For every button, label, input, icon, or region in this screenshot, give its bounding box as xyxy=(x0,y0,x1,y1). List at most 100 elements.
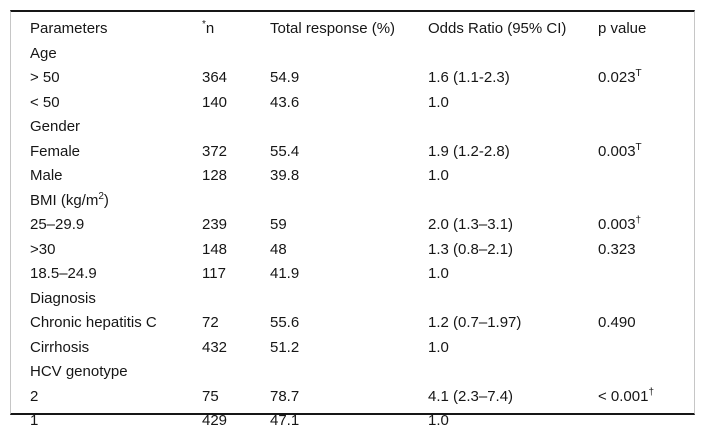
cell-odds-ratio: 1.0 xyxy=(428,338,449,356)
table-row: >30 148 48 1.3 (0.8–2.1) 0.323 xyxy=(30,238,694,263)
cell-odds-ratio xyxy=(428,360,598,385)
cell-odds-ratio: 2.0 (1.3–3.1) xyxy=(428,216,514,233)
table-row: 18.5–24.9 117 41.9 1.0 xyxy=(30,262,694,287)
cell-odds-ratio: 1.3 (0.8–2.1) xyxy=(428,240,514,258)
cell-p-value xyxy=(598,262,694,287)
column-header-n: *n xyxy=(202,19,215,38)
cell-total-response: 41.9 xyxy=(270,265,300,282)
cell-total-response: 48 xyxy=(270,240,287,258)
cell-total-response xyxy=(270,42,428,67)
table-row: 25–29.9 239 59 2.0 (1.3–3.1) 0.003† xyxy=(30,213,694,238)
cell-odds-ratio xyxy=(428,42,598,67)
cell-n: 128 xyxy=(202,167,228,184)
cell-parameter: Cirrhosis xyxy=(30,338,90,356)
cell-odds-ratio: 1.0 xyxy=(428,265,449,282)
section-row: Gender xyxy=(30,115,694,140)
cell-parameter: 18.5–24.9 xyxy=(30,265,97,282)
table-row: Chronic hepatitis C 72 55.6 1.2 (0.7–1.97) 0… xyxy=(30,311,694,336)
cell-n xyxy=(202,115,270,140)
cell-parameter: 1 xyxy=(30,412,39,429)
cell-total-response: 54.9 xyxy=(270,69,300,86)
cell-parameter: Gender xyxy=(30,118,81,135)
section-row: Diagnosis xyxy=(30,287,694,312)
table-row: > 50 364 54.9 1.6 (1.1-2.3) 0.023T xyxy=(30,66,694,91)
cell-total-response: 78.7 xyxy=(270,387,300,405)
cell-n: 372 xyxy=(202,142,228,160)
table-body: Age > 50 364 54.9 1.6 (1.1-2.3) 0.023T < 50 140… xyxy=(30,42,694,434)
superscript: T xyxy=(635,141,642,153)
cell-p-value xyxy=(598,189,694,214)
cell-n: 117 xyxy=(202,265,226,282)
cell-p-value xyxy=(598,91,694,116)
cell-n: 148 xyxy=(202,240,228,258)
cell-parameter: >30 xyxy=(30,240,56,258)
cell-odds-ratio: 4.1 (2.3–7.4) xyxy=(428,387,514,405)
cell-parameter: Age xyxy=(30,44,57,62)
cell-odds-ratio: 1.2 (0.7–1.97) xyxy=(428,314,522,331)
table-row: Male 128 39.8 1.0 xyxy=(30,164,694,189)
cell-n xyxy=(202,42,270,67)
superscript: † xyxy=(635,215,642,226)
cell-p-value: 0.490 xyxy=(598,314,636,331)
cell-p-value: 0.323 xyxy=(598,240,636,258)
cell-parameter: Female xyxy=(30,142,81,160)
cell-n: 432 xyxy=(202,338,228,356)
cell-p-value xyxy=(598,115,694,140)
table-header-row: Parameters *n Total response (%) Odds Ra… xyxy=(30,17,694,42)
cell-p-value: 0.003† xyxy=(598,215,642,234)
cell-p-value xyxy=(598,164,694,189)
cell-odds-ratio xyxy=(428,115,598,140)
cell-parameter: > 50 xyxy=(30,69,60,86)
cell-total-response xyxy=(270,360,428,385)
cell-n: 140 xyxy=(202,93,228,111)
table-row: < 50 140 43.6 1.0 xyxy=(30,91,694,116)
table-row: 1 429 47.1 1.0 xyxy=(30,409,694,434)
cell-p-value xyxy=(598,409,694,434)
cell-p-value xyxy=(598,360,694,385)
cell-odds-ratio: 1.0 xyxy=(428,412,449,429)
cell-total-response xyxy=(270,189,428,214)
cell-total-response: 47.1 xyxy=(270,412,300,429)
superscript: T xyxy=(635,68,642,79)
cell-total-response: 55.4 xyxy=(270,142,300,160)
cell-p-value xyxy=(598,42,694,67)
cell-parameter: Male xyxy=(30,167,63,184)
cell-odds-ratio: 1.0 xyxy=(428,167,449,184)
cell-p-value: 0.023T xyxy=(598,68,642,87)
cell-odds-ratio xyxy=(428,189,598,214)
cell-parameter: Chronic hepatitis C xyxy=(30,314,157,331)
section-row: Age xyxy=(30,42,694,67)
cell-total-response: 51.2 xyxy=(270,338,300,356)
superscript: * xyxy=(202,19,206,30)
cell-parameter: 2 xyxy=(30,387,39,405)
cell-parameter: BMI (kg/m2) xyxy=(30,190,109,209)
cell-n: 239 xyxy=(202,216,228,233)
cell-n: 75 xyxy=(202,387,219,405)
cell-odds-ratio: 1.6 (1.1-2.3) xyxy=(428,69,510,86)
superscript: 2 xyxy=(98,190,104,202)
cell-parameter: 25–29.9 xyxy=(30,216,85,233)
table-row: Cirrhosis 432 51.2 1.0 xyxy=(30,336,694,361)
cell-total-response: 43.6 xyxy=(270,93,300,111)
cell-total-response xyxy=(270,287,428,312)
parameters-table: Parameters *n Total response (%) Odds Ra… xyxy=(10,10,695,429)
cell-p-value xyxy=(598,336,694,361)
cell-parameter: < 50 xyxy=(30,93,60,111)
column-header-parameters: Parameters xyxy=(30,20,108,37)
cell-n: 364 xyxy=(202,69,228,86)
cell-total-response: 39.8 xyxy=(270,167,300,184)
cell-odds-ratio xyxy=(428,287,598,312)
cell-total-response xyxy=(270,115,428,140)
cell-n: 429 xyxy=(202,412,228,429)
cell-n xyxy=(202,360,270,385)
cell-n xyxy=(202,189,270,214)
column-header-odds-ratio: Odds Ratio (95% CI) xyxy=(428,20,567,37)
cell-odds-ratio: 1.9 (1.2-2.8) xyxy=(428,142,510,160)
cell-p-value xyxy=(598,287,694,312)
cell-total-response: 59 xyxy=(270,216,287,233)
table-row: 2 75 78.7 4.1 (2.3–7.4) < 0.001† xyxy=(30,385,694,410)
cell-p-value: < 0.001† xyxy=(598,386,655,405)
cell-parameter: Diagnosis xyxy=(30,289,96,307)
cell-parameter: HCV genotype xyxy=(30,363,128,380)
section-row: BMI (kg/m2) xyxy=(30,189,694,214)
